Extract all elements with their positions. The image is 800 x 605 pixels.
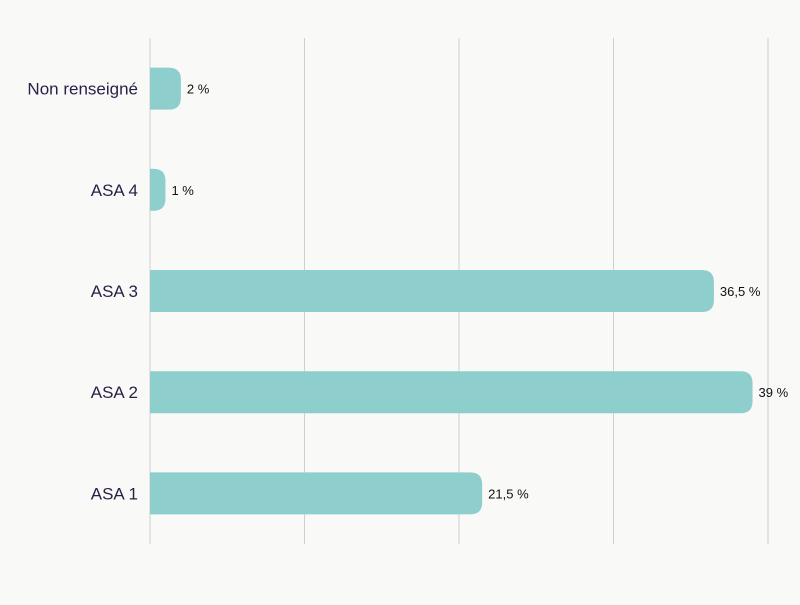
category-label: ASA 3 xyxy=(91,282,138,301)
bar xyxy=(150,371,753,414)
data-label: 2 % xyxy=(187,82,210,97)
bar xyxy=(150,270,714,312)
category-label: Non renseigné xyxy=(27,80,138,99)
category-label: ASA 2 xyxy=(91,383,138,402)
data-label: 21,5 % xyxy=(488,486,529,501)
bar-layer xyxy=(150,67,753,515)
data-label: 1 % xyxy=(171,183,194,198)
bar xyxy=(150,472,483,515)
data-label: 36,5 % xyxy=(720,284,761,299)
bar xyxy=(150,168,166,211)
category-label: ASA 1 xyxy=(91,484,138,503)
category-label: ASA 4 xyxy=(91,181,138,200)
label-layer: Non renseigné 2 % ASA 4 1 % ASA 3 36,5 % ASA 2… xyxy=(27,80,788,504)
data-label: 39 % xyxy=(759,385,789,400)
bar xyxy=(150,67,181,110)
